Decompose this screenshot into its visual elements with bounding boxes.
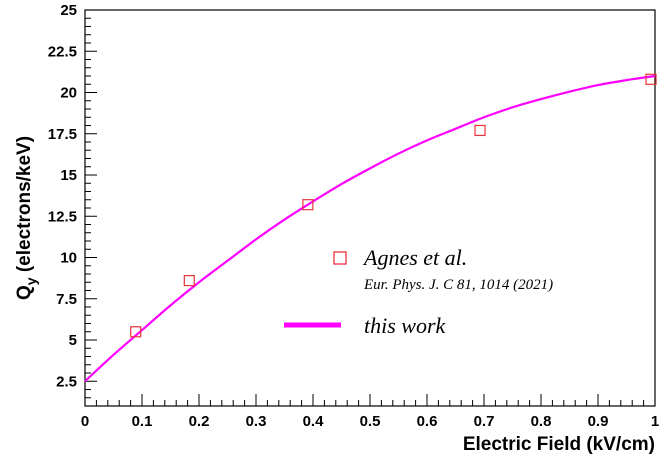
y-tick-label: 20 [60,85,77,102]
data-point-agnes [130,326,142,338]
y-tick-label: 17.5 [48,126,77,143]
y-tick-label: 2.5 [56,373,77,390]
series-line-this-work [84,74,656,383]
legend-label-this-work: this work [364,313,447,338]
x-axis-ticks: 0 0.1 0.2 0.3 0.4 0.5 0.6 0.7 0.8 0.9 1 [81,394,659,430]
x-tick-label: 0.9 [588,413,609,430]
y-tick-label: 7.5 [56,291,77,308]
x-tick-label: 0.6 [417,413,438,430]
y-tick-label: 5 [69,332,77,349]
marker-layer [130,73,657,338]
y-tick-label: 25 [60,2,77,19]
y-axis-title-sub: y [23,277,39,285]
y-axis-title: Qy (electrons/keV) [14,136,39,300]
x-tick-label: 0.3 [246,413,267,430]
y-tick-label: 15 [60,167,77,184]
y-tick-label: 12.5 [48,208,77,225]
legend-label-agnes: Agnes et al. [362,245,467,270]
data-point-agnes [474,124,486,137]
y-axis-title-rest: (electrons/keV) [14,136,35,278]
y-axis-ticks: 2.5 5 7.5 10 12.5 15 17.5 20 22.5 25 [48,2,97,407]
legend-marker-agnes [333,251,347,265]
data-point-agnes [183,275,195,287]
curve-layer [84,74,656,383]
y-tick-label: 10 [60,250,77,267]
x-tick-label: 0 [81,413,89,430]
x-tick-label: 0.4 [303,413,325,430]
data-point-agnes [302,199,314,211]
x-axis-title: Electric Field (kV/cm) [463,434,655,455]
y-tick-label: 22.5 [48,43,77,60]
x-tick-label: 0.2 [189,413,210,430]
x-tick-label: 0.1 [132,413,153,430]
x-tick-label: 0.5 [360,413,381,430]
y-axis-title-main: Q [14,285,35,300]
legend-reference-agnes: Eur. Phys. J. C 81, 1014 (2021) [363,277,553,293]
x-tick-label: 0.8 [531,413,552,430]
x-tick-label: 0.7 [474,413,495,430]
legend: Agnes et al. Eur. Phys. J. C 81, 1014 (2… [284,245,553,338]
y-axis-title-text: Qy (electrons/keV) [14,136,39,300]
x-tick-label: 1 [651,413,659,430]
plot-frame [84,9,656,407]
data-point-agnes [645,73,657,85]
